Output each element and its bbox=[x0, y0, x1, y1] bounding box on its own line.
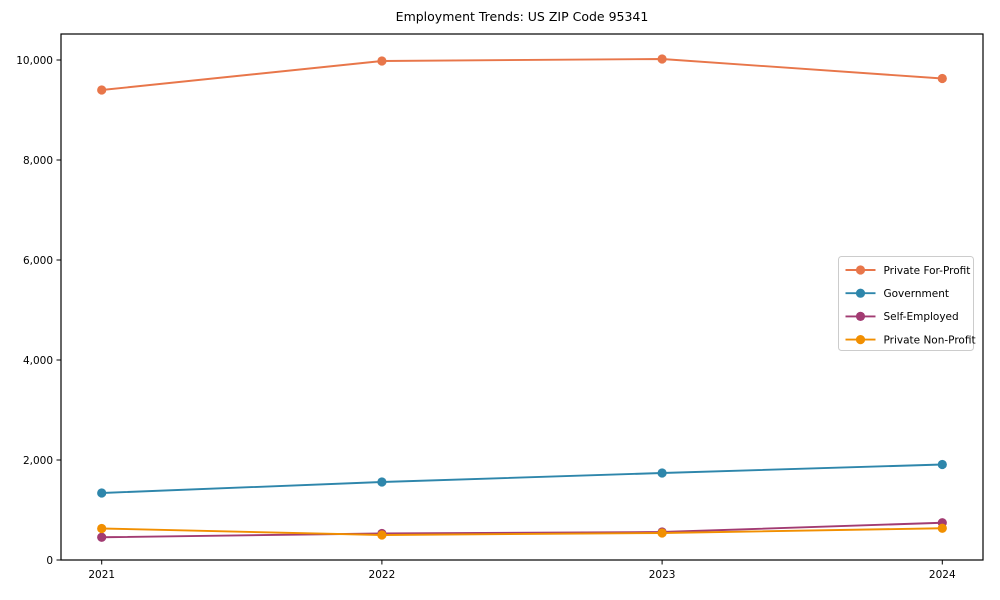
legend-marker bbox=[855, 288, 866, 298]
data-point-marker bbox=[377, 477, 387, 487]
legend-marker bbox=[855, 311, 866, 321]
y-tick-label: 2,000 bbox=[23, 455, 53, 467]
data-point-marker bbox=[97, 85, 107, 95]
legend-entry-private-non-profit: Private Non-Profit bbox=[845, 334, 976, 346]
y-tick-label: 8,000 bbox=[23, 155, 53, 167]
legend-label: Self-Employed bbox=[884, 311, 959, 323]
series-private-non-profit bbox=[97, 523, 947, 540]
x-tick-label: 2023 bbox=[649, 569, 676, 581]
legend-label: Private Non-Profit bbox=[884, 334, 976, 346]
series-line bbox=[100, 527, 944, 536]
series-line bbox=[100, 463, 944, 494]
y-tick-label: 0 bbox=[46, 555, 53, 567]
data-point-marker bbox=[657, 468, 667, 478]
data-point-marker bbox=[657, 528, 667, 538]
legend-entry-government: Government bbox=[845, 288, 949, 300]
data-point-marker bbox=[657, 54, 667, 64]
y-axis: 0 2,000 4,000 6,000 8,000 10,000 bbox=[16, 55, 61, 567]
plot-border bbox=[60, 33, 984, 561]
x-axis: 2021 2022 2023 2024 bbox=[88, 560, 956, 581]
legend-marker bbox=[855, 335, 866, 345]
series-line bbox=[100, 521, 944, 539]
x-tick-label: 2021 bbox=[88, 569, 115, 581]
y-tick-label: 6,000 bbox=[23, 255, 53, 267]
legend-label: Government bbox=[884, 288, 949, 300]
legend-marker bbox=[855, 265, 866, 275]
series-government bbox=[97, 459, 947, 498]
legend-entry-private-for-profit: Private For-Profit bbox=[845, 265, 971, 277]
chart-title: Employment Trends: US ZIP Code 95341 bbox=[395, 9, 649, 24]
x-tick-label: 2024 bbox=[929, 569, 956, 581]
data-point-marker bbox=[937, 523, 947, 533]
data-point-marker bbox=[377, 530, 387, 540]
data-point-marker bbox=[97, 488, 107, 498]
series-private-for-profit bbox=[97, 54, 947, 95]
x-tick-label: 2022 bbox=[369, 569, 396, 581]
data-point-marker bbox=[937, 73, 947, 84]
y-tick-label: 4,000 bbox=[23, 355, 53, 367]
series-line bbox=[100, 58, 944, 91]
legend-label: Private For-Profit bbox=[884, 265, 971, 277]
legend-box bbox=[838, 256, 974, 351]
data-point-marker bbox=[377, 56, 387, 66]
legend-entry-self-employed: Self-Employed bbox=[845, 311, 959, 323]
y-tick-label: 10,000 bbox=[16, 55, 53, 67]
data-point-marker bbox=[937, 459, 947, 470]
legend: Private For-Profit Government Self-Employe… bbox=[838, 256, 976, 351]
data-point-marker bbox=[97, 523, 107, 534]
data-point-marker bbox=[97, 532, 107, 542]
